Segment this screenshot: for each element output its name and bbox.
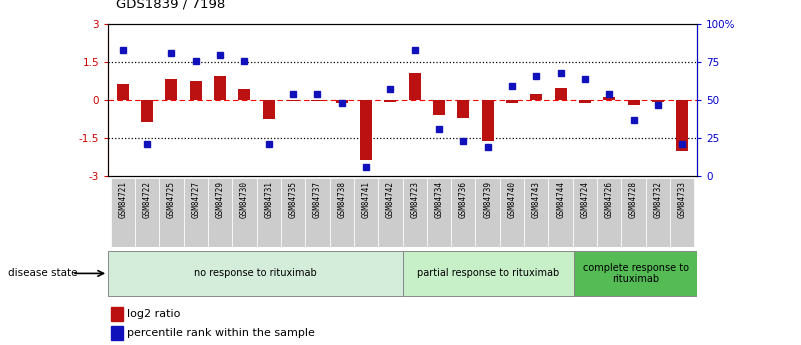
Text: GSM84733: GSM84733 [678,181,686,218]
Bar [190,81,202,100]
Bar [427,178,451,247]
Text: partial response to rituximab: partial response to rituximab [417,268,559,278]
Bar [108,251,403,296]
Text: GSM84722: GSM84722 [143,181,151,218]
Bar [457,100,469,118]
Bar [403,251,574,296]
Text: GSM84737: GSM84737 [313,181,322,218]
Text: GSM84743: GSM84743 [532,181,541,218]
Bar [208,178,232,247]
Text: GSM84732: GSM84732 [654,181,662,218]
Text: GSM84738: GSM84738 [337,181,346,218]
Bar [384,100,396,102]
Bar [238,89,251,100]
Bar [481,100,493,141]
Bar [676,100,688,151]
Bar [476,178,500,247]
Text: log2 ratio: log2 ratio [127,309,181,319]
Text: GSM84721: GSM84721 [119,181,127,218]
Bar [573,178,597,247]
Bar [281,178,305,247]
Text: GSM84730: GSM84730 [239,181,249,218]
Text: percentile rank within the sample: percentile rank within the sample [127,328,315,338]
Bar [287,100,299,101]
Text: GSM84736: GSM84736 [459,181,468,218]
Text: no response to rituximab: no response to rituximab [194,268,316,278]
Bar [360,100,372,159]
Text: GSM84729: GSM84729 [215,181,224,218]
Bar [183,178,208,247]
Text: GSM84731: GSM84731 [264,181,273,218]
Text: GSM84728: GSM84728 [629,181,638,218]
Text: GSM84734: GSM84734 [434,181,444,218]
Bar [378,178,402,247]
Bar [403,178,427,247]
Bar [549,178,573,247]
Bar [554,88,567,100]
Bar [329,178,354,247]
Bar [232,178,256,247]
Bar [622,178,646,247]
Bar [652,100,664,102]
Bar [603,97,615,100]
Text: GSM84741: GSM84741 [361,181,371,218]
Bar [263,100,275,119]
Text: GSM84726: GSM84726 [605,181,614,218]
Bar [141,100,153,121]
Bar [597,178,622,247]
Text: GSM84735: GSM84735 [288,181,297,218]
Bar [165,79,178,100]
Bar [256,178,281,247]
Bar [111,326,123,339]
Bar [135,178,159,247]
Text: GSM84725: GSM84725 [167,181,176,218]
Bar [117,83,129,100]
Bar [111,307,123,321]
Text: GDS1839 / 7198: GDS1839 / 7198 [116,0,225,10]
Text: GSM84740: GSM84740 [508,181,517,218]
Bar [627,100,640,105]
Bar [579,100,591,103]
Text: complete response to
rituximab: complete response to rituximab [582,263,689,284]
Bar [214,76,226,100]
Bar [336,100,348,102]
Text: GSM84742: GSM84742 [386,181,395,218]
Bar [530,95,542,100]
Bar [524,178,549,247]
Bar [159,178,183,247]
Text: GSM84744: GSM84744 [556,181,566,218]
Bar [500,178,524,247]
Text: GSM84739: GSM84739 [483,181,492,218]
Bar [312,100,324,101]
Bar [506,100,518,103]
Text: GSM84727: GSM84727 [191,181,200,218]
Bar [111,178,135,247]
Bar [670,178,694,247]
Text: GSM84724: GSM84724 [581,181,590,218]
Text: disease state: disease state [8,268,78,278]
Bar [646,178,670,247]
Bar [451,178,476,247]
Bar [409,73,421,100]
Bar [433,100,445,115]
Bar [574,251,697,296]
Text: GSM84723: GSM84723 [410,181,419,218]
Bar [305,178,329,247]
Bar [354,178,378,247]
